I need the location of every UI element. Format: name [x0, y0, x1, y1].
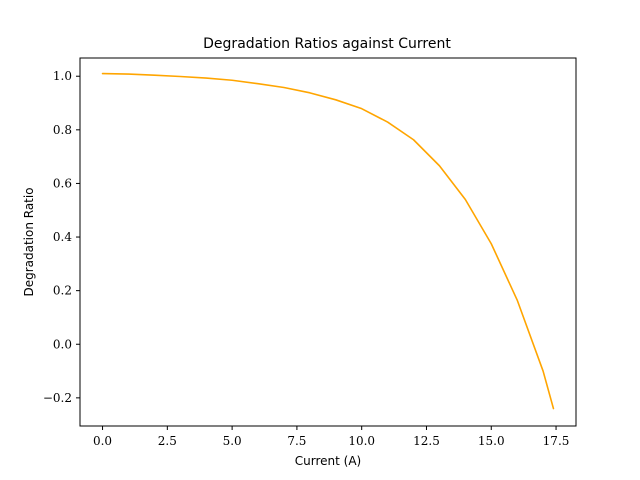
- y-axis-ticks: −0.2 0.0 0.2 0.4 0.6 0.8 1.0: [43, 69, 80, 405]
- y-tick-label: 0.2: [53, 284, 72, 298]
- chart-title: Degradation Ratios against Current: [203, 36, 451, 52]
- x-tick-label: 7.5: [287, 434, 306, 448]
- x-axis-label: Current (A): [295, 454, 361, 468]
- x-axis-ticks: 0.0 2.5 5.0 7.5 10.0 12.5 15.0 17.5: [93, 426, 569, 448]
- series-line-0: [101, 72, 555, 410]
- y-tick-label: −0.2: [43, 391, 72, 405]
- y-tick-label: 1.0: [53, 69, 72, 83]
- series-layer: [101, 72, 555, 410]
- y-tick-label: 0.0: [53, 337, 72, 351]
- plot-area: [80, 58, 576, 426]
- y-tick-label: 0.4: [53, 230, 72, 244]
- x-tick-label: 2.5: [158, 434, 177, 448]
- x-tick-label: 15.0: [478, 434, 505, 448]
- x-tick-label: 10.0: [348, 434, 375, 448]
- x-tick-label: 12.5: [413, 434, 440, 448]
- y-tick-label: 0.8: [53, 123, 72, 137]
- plot-frame: [79, 57, 577, 427]
- y-axis-label: Degradation Ratio: [22, 187, 36, 296]
- y-tick-label: 0.6: [53, 176, 72, 190]
- x-tick-label: 0.0: [93, 434, 112, 448]
- x-tick-label: 17.5: [543, 434, 570, 448]
- x-tick-label: 5.0: [223, 434, 242, 448]
